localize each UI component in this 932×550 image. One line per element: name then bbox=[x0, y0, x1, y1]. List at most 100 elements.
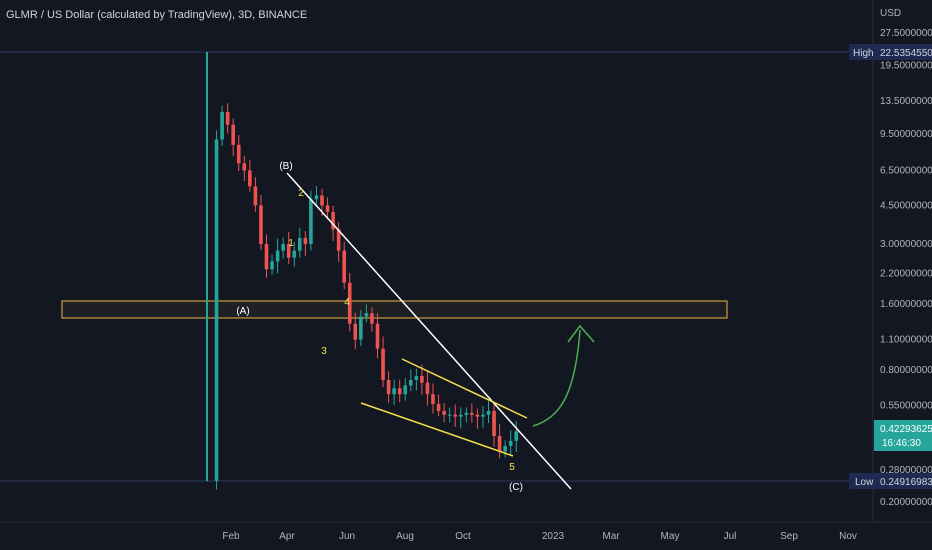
candle bbox=[442, 410, 446, 415]
low-label-box bbox=[849, 473, 932, 489]
candle bbox=[481, 414, 485, 417]
wave-label-a: (A) bbox=[236, 306, 249, 317]
price-tick-label: 9.50000000 bbox=[880, 129, 932, 140]
subwave-label-4: 4 bbox=[344, 297, 350, 308]
price-tick-label: 27.50000000 bbox=[880, 28, 932, 39]
candle bbox=[514, 431, 519, 441]
subwave-label-2: 2 bbox=[298, 188, 304, 199]
projection-arrowhead bbox=[567, 324, 595, 343]
channel-upper-line[interactable] bbox=[401, 358, 528, 419]
high-label-box bbox=[849, 44, 932, 60]
candle bbox=[375, 323, 380, 349]
low-label: Low bbox=[855, 477, 874, 488]
time-tick-label: Feb bbox=[222, 531, 240, 542]
candle bbox=[281, 244, 285, 251]
candle bbox=[231, 124, 235, 145]
price-tick-label: 0.28000000 bbox=[880, 465, 932, 476]
candle bbox=[486, 410, 491, 415]
currency-label: USD bbox=[880, 8, 902, 19]
candle bbox=[414, 376, 419, 380]
candle bbox=[386, 379, 391, 395]
time-tick-label: Jun bbox=[339, 531, 355, 542]
trendline[interactable] bbox=[286, 172, 572, 490]
price-tick-label: 1.10000000 bbox=[880, 335, 932, 346]
candle bbox=[397, 388, 402, 395]
candle bbox=[347, 282, 352, 324]
price-tick-label: 0.20000000 bbox=[880, 497, 932, 508]
high-label: High bbox=[853, 48, 874, 59]
candle bbox=[453, 414, 457, 417]
candle bbox=[436, 403, 441, 411]
candle bbox=[464, 412, 469, 415]
candle bbox=[370, 313, 374, 324]
last-price: 0.42293625 bbox=[880, 424, 932, 435]
last-price-box bbox=[874, 420, 932, 451]
candle bbox=[253, 186, 258, 206]
candle bbox=[275, 250, 280, 262]
candle bbox=[392, 388, 396, 395]
candle bbox=[381, 348, 385, 380]
candle bbox=[470, 412, 474, 415]
time-tick-label: Nov bbox=[839, 531, 857, 542]
candle bbox=[325, 205, 330, 212]
subwave-label-5: 5 bbox=[509, 462, 515, 473]
resistance-zone[interactable] bbox=[61, 300, 728, 319]
price-axis[interactable]: 27.50000000 19.50000000 13.50000000 9.50000… bbox=[880, 28, 932, 508]
candle bbox=[286, 244, 291, 258]
subwave-label-1: 1 bbox=[288, 238, 294, 249]
price-tick-label: 0.80000000 bbox=[880, 365, 932, 376]
chart-title: GLMR / US Dollar (calculated by TradingV… bbox=[6, 9, 308, 21]
price-tick-label: 3.00000000 bbox=[880, 239, 932, 250]
candle bbox=[359, 316, 363, 340]
time-axis[interactable]: Feb Apr Jun Aug Oct 2023 Mar May Jul Sep Nov bbox=[222, 531, 857, 542]
time-tick-label: 2023 bbox=[542, 531, 565, 542]
candle bbox=[492, 410, 496, 436]
candle bbox=[497, 435, 502, 452]
candle bbox=[298, 237, 302, 251]
candle bbox=[214, 139, 219, 481]
candle bbox=[431, 394, 435, 404]
candle bbox=[403, 385, 408, 395]
candle bbox=[342, 250, 346, 283]
subwave-label-3: 3 bbox=[321, 346, 327, 357]
candle bbox=[292, 250, 297, 258]
candle bbox=[425, 382, 430, 395]
countdown: 16:46:30 bbox=[882, 438, 921, 449]
price-tick-label: 6.50000000 bbox=[880, 165, 932, 176]
time-tick-label: Apr bbox=[279, 531, 295, 542]
candle bbox=[303, 237, 308, 245]
time-tick-label: Aug bbox=[396, 531, 414, 542]
candle bbox=[508, 440, 513, 447]
projection-arrow[interactable] bbox=[532, 329, 581, 427]
high-value: 22.53545502 bbox=[880, 48, 932, 59]
price-tick-label: 0.55000000 bbox=[880, 401, 932, 412]
channel-lower-line[interactable] bbox=[360, 402, 514, 457]
candle bbox=[353, 323, 358, 340]
wave-label-c: (C) bbox=[509, 482, 523, 493]
price-tick-label: 4.50000000 bbox=[880, 200, 932, 211]
candle bbox=[248, 170, 252, 187]
wave-label-b: (B) bbox=[279, 161, 292, 172]
candle bbox=[364, 313, 369, 317]
time-tick-label: Oct bbox=[455, 531, 471, 542]
candle bbox=[309, 199, 313, 245]
candle bbox=[458, 414, 463, 417]
candles bbox=[206, 51, 519, 490]
candle bbox=[270, 261, 274, 270]
candle bbox=[314, 195, 319, 200]
candle bbox=[242, 163, 247, 171]
time-tick-label: May bbox=[661, 531, 680, 542]
time-tick-label: Jul bbox=[724, 531, 737, 542]
price-tick-label: 13.50000000 bbox=[880, 96, 932, 107]
candle bbox=[420, 376, 424, 383]
candle bbox=[336, 229, 341, 251]
candle bbox=[264, 244, 269, 270]
candle bbox=[220, 111, 224, 140]
price-tick-label: 2.20000000 bbox=[880, 269, 932, 280]
candle bbox=[503, 446, 507, 452]
candle bbox=[225, 111, 230, 125]
candle bbox=[259, 205, 263, 245]
price-tick-label: 1.60000000 bbox=[880, 299, 932, 310]
